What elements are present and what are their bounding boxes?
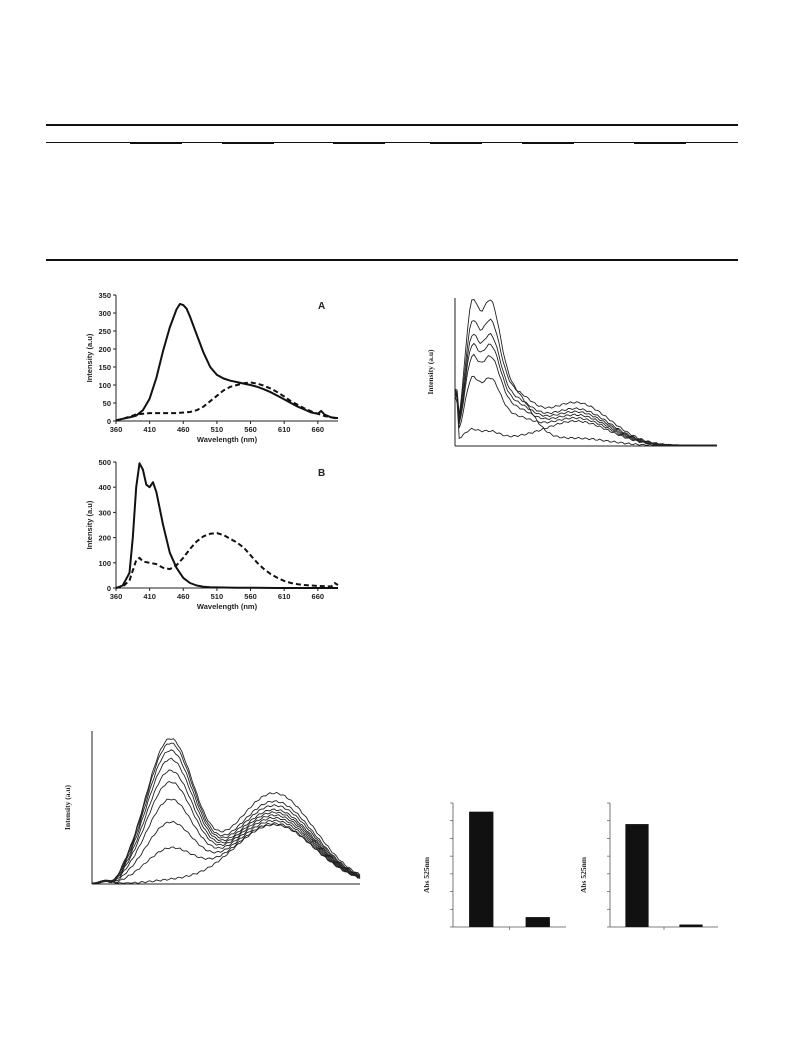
x-tick-label: 560 [244,425,257,434]
spectrum-line [92,823,361,884]
x-tick-label: 610 [278,592,291,601]
bar [525,917,550,927]
spectrum-line [91,749,361,884]
table-col-underline [522,142,574,144]
figure-e-bar-chart: Abs 525nm [422,802,566,930]
spectrum-line [92,819,361,884]
y-tick-label: 400 [98,483,111,492]
table-bottom-rule [46,259,738,261]
x-tick-label: 360 [110,425,123,434]
y-tick-label: 300 [98,508,111,517]
y-tick-label: 100 [98,381,111,390]
x-tick-label: 360 [110,592,123,601]
figure-c-spectra: Intensity (a.u) [426,298,718,447]
y-axis-label: Intensity (a.u) [426,349,435,395]
x-axis-label: Wavelength (nm) [197,435,258,444]
x-tick-label: 410 [143,425,156,434]
figure-f-bar-chart: Abs 525nm [579,802,718,930]
x-tick-label: 560 [244,592,257,601]
y-tick-label: 150 [98,363,111,372]
x-tick-label: 510 [211,592,224,601]
y-tick-label: 100 [98,559,111,568]
y-tick-label: 250 [98,327,111,336]
spectrum-line [454,342,717,446]
y-tick-label: 500 [98,458,111,467]
y-tick-label: 200 [98,345,111,354]
figure-a-spectrum: 0 50 100 150 200 250 300 350 360 410 460 510 560 610 6… [85,291,339,444]
figure-d-spectra: Intensity (a.u) [63,731,361,885]
y-tick-label: 300 [98,309,111,318]
spectrum-line [92,769,361,884]
spectrum-line [91,798,361,884]
table-col-underline [333,142,385,144]
spectrum-line [454,318,717,446]
x-tick-label: 660 [312,592,325,601]
series-line-dashed [115,532,339,589]
x-tick-label: 410 [143,592,156,601]
y-axis-label: Intensity (a.u) [85,333,94,382]
table-col-underline [222,142,274,144]
y-tick-label: 0 [107,417,111,426]
y-tick-label: 350 [98,291,111,300]
bar [679,924,703,927]
panel-label: A [318,301,325,312]
y-axis-label: Intensity (a.u) [63,785,72,831]
table-col-underline [130,142,182,144]
series-line-dashed [115,381,339,422]
table-col-underline [634,142,686,144]
x-tick-label: 660 [312,425,325,434]
spectrum-line [92,757,361,884]
bar [469,811,494,927]
table-col-underline [430,142,482,144]
x-tick-label: 610 [278,425,291,434]
table-top-rule [46,124,738,126]
spectrum-line [91,742,361,884]
x-tick-label: 460 [177,592,190,601]
y-axis-label: Abs 525nm [579,856,588,893]
series-line-solid [115,462,338,589]
y-axis-label: Intensity (a.u) [85,500,94,549]
y-axis-label: Abs 525nm [422,856,431,893]
figure-b-spectrum: 0 100 200 300 400 500 360 410 460 510 560 610 660 Wav… [85,458,339,611]
spectrum-line [92,780,361,884]
y-tick-label: 0 [107,584,111,593]
panel-label: B [318,468,325,479]
bar [625,824,649,927]
x-tick-label: 460 [177,425,190,434]
x-tick-label: 510 [211,425,224,434]
x-axis-label: Wavelength (nm) [197,602,258,611]
spectrum-line [454,395,718,446]
y-tick-label: 200 [98,534,111,543]
series-line-solid [115,303,339,422]
y-tick-label: 50 [103,399,111,408]
spectrum-line [454,299,718,446]
table-header-rule [46,142,738,143]
spectrum-line [91,738,361,884]
